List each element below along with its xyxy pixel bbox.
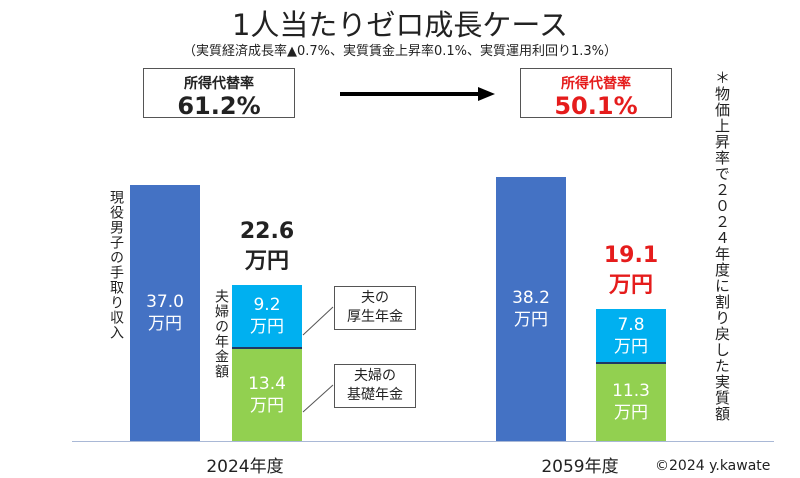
bar-divider: [596, 361, 666, 364]
replacement-rate-2059-box: 所得代替率 50.1%: [520, 68, 672, 120]
bar-income: 38.2 万円: [496, 176, 566, 441]
callout-kiso: 夫婦の 基礎年金: [334, 364, 416, 408]
chart-title: 1人当たりゼロ成長ケース: [231, 8, 568, 42]
replacement-rate-2024: 61.2%: [177, 92, 261, 120]
callout-text: 夫婦の: [354, 368, 396, 384]
total-unit: 万円: [244, 248, 289, 274]
bar-unit-label: 万円: [614, 402, 648, 423]
total-value: 19.1: [603, 242, 659, 268]
bar-value-label: 37.0: [146, 291, 184, 312]
note: ＊物価上昇率で２０２４年度に割り戻した実質額: [713, 70, 731, 422]
callout-kosei: 夫の 厚生年金: [334, 286, 416, 330]
arrow-icon: [340, 87, 495, 101]
bar-value-label: 38.2: [512, 287, 550, 308]
x-tick-label: 2059年度: [541, 457, 619, 477]
callout-text: 厚生年金: [347, 309, 403, 325]
bar-basic-pension: 11.3 万円: [596, 362, 666, 441]
bar-value-label: 9.2: [253, 295, 281, 316]
replacement-rate-label: 所得代替率: [561, 76, 631, 92]
bar-unit-label: 万円: [614, 336, 648, 357]
bar-basic-pension: 13.4 万円: [232, 348, 302, 441]
bar-divider: [232, 347, 302, 350]
bar-value-label: 13.4: [248, 373, 286, 394]
pension-total-label: 19.1 万円: [581, 241, 681, 301]
callout-text: 基礎年金: [347, 387, 403, 403]
chart-subtitle: （実質経済成長率▲0.7%、実質賃金上昇率0.1%、実質運用利回り1.3%）: [182, 44, 618, 59]
callout-lines: [302, 306, 334, 413]
bar-unit-label: 万円: [250, 395, 284, 416]
bar-unit-label: 万円: [514, 309, 548, 330]
bar-employee-pension: 9.2 万円: [232, 284, 302, 349]
income-label: 現役男子の手取り収入: [108, 190, 124, 340]
pension-total-label: 22.6 万円: [217, 217, 317, 277]
replacement-rate-2059: 50.1%: [554, 92, 638, 120]
bar-value-label: 11.3: [612, 380, 650, 401]
bar-value-label: 7.8: [617, 314, 645, 335]
replacement-rate-2024-box: 所得代替率 61.2%: [143, 68, 295, 120]
total-unit: 万円: [608, 272, 653, 298]
baseline: [72, 441, 774, 442]
bar-income: 37.0 万円: [130, 184, 200, 441]
total-value: 22.6: [239, 218, 295, 244]
copyright: ©2024 y.kawate: [655, 458, 771, 474]
bar-employee-pension: 7.8 万円: [596, 308, 666, 363]
pension-label: 夫婦の年金額: [213, 289, 229, 379]
replacement-rate-label: 所得代替率: [184, 76, 254, 92]
callout-text: 夫の: [361, 290, 389, 306]
bar-unit-label: 万円: [250, 317, 284, 338]
x-tick-label: 2024年度: [206, 457, 284, 477]
bar-unit-label: 万円: [148, 313, 182, 334]
